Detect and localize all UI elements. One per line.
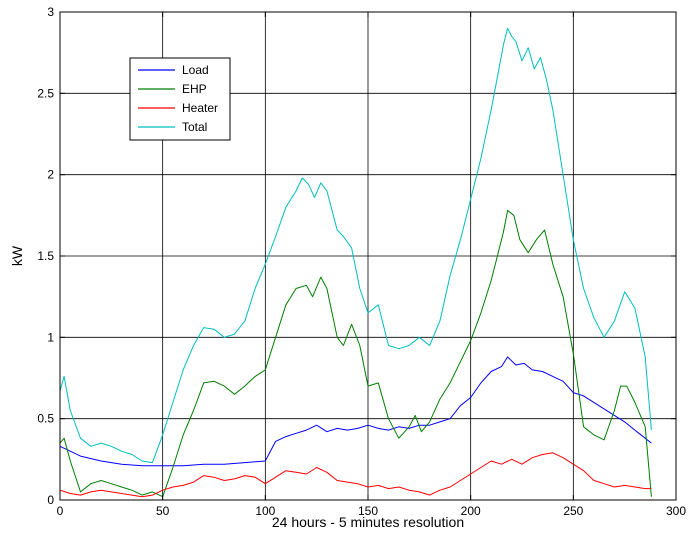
x-axis-label: 24 hours - 5 minutes resolution bbox=[272, 514, 464, 530]
legend-label-ehp: EHP bbox=[182, 82, 207, 96]
y-tick-label: 1.5 bbox=[37, 249, 54, 263]
legend-label-load: Load bbox=[182, 63, 209, 77]
x-tick-label: 300 bbox=[666, 504, 686, 518]
y-tick-label: 3 bbox=[47, 5, 54, 19]
y-tick-label: 2 bbox=[47, 168, 54, 182]
x-tick-label: 150 bbox=[358, 504, 378, 518]
x-tick-label: 250 bbox=[563, 504, 583, 518]
ticks: 0 50 100 150 200 250 300 0 0.5 1 1.5 2 2.5 3 bbox=[37, 5, 686, 518]
series-line-heater bbox=[59, 452, 652, 498]
series-layer bbox=[59, 27, 652, 498]
y-tick-label: 0.5 bbox=[37, 412, 54, 426]
legend: Load EHP Heater Total bbox=[129, 57, 231, 141]
x-tick-label: 0 bbox=[57, 504, 64, 518]
x-tick-label: 50 bbox=[156, 504, 170, 518]
y-tick-label: 0 bbox=[47, 493, 54, 507]
series-line-load bbox=[59, 356, 652, 467]
legend-box bbox=[129, 57, 231, 141]
y-tick-label: 2.5 bbox=[37, 86, 54, 100]
y-axis-label: kW bbox=[9, 245, 25, 266]
y-tick-label: 1 bbox=[47, 330, 54, 344]
legend-label-heater: Heater bbox=[182, 101, 218, 115]
legend-label-total: Total bbox=[182, 120, 207, 134]
x-tick-label: 200 bbox=[461, 504, 481, 518]
x-tick-label: 100 bbox=[255, 504, 275, 518]
grid bbox=[60, 12, 676, 500]
series-line-total bbox=[59, 27, 652, 464]
